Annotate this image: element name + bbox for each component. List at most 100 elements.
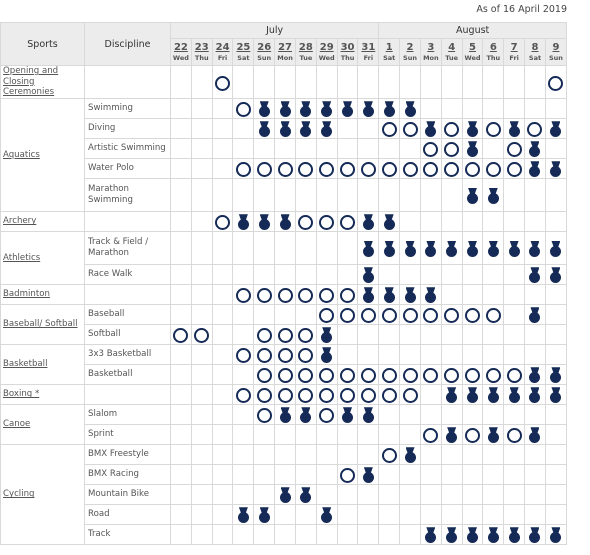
- sport-link-basketball[interactable]: Basketball: [0, 344, 85, 386]
- medal-icon: [508, 527, 521, 544]
- sport-link-athletics[interactable]: Athletics: [0, 231, 85, 286]
- day-header[interactable]: 2 Sun: [399, 38, 421, 66]
- day-header[interactable]: 23 Thu: [190, 38, 213, 66]
- day-number[interactable]: 6: [489, 41, 497, 53]
- day-header[interactable]: 26 Sun: [253, 38, 276, 66]
- day-header[interactable]: 31 Fri: [357, 38, 380, 66]
- day-cell: [399, 138, 421, 160]
- day-cell: [399, 158, 421, 180]
- discipline-label: [84, 64, 171, 100]
- day-cell: [378, 231, 401, 266]
- day-cell: [544, 344, 568, 366]
- day-cell: [461, 484, 484, 506]
- day-weekday: Fri: [509, 53, 519, 62]
- day-cell: [461, 231, 484, 266]
- competition-ring-icon: [319, 388, 335, 404]
- day-cell: [294, 118, 317, 140]
- day-header[interactable]: 25 Sat: [232, 38, 255, 66]
- medal-icon: [404, 447, 417, 464]
- day-header[interactable]: 5 Wed: [461, 38, 484, 66]
- day-cell: [253, 138, 276, 160]
- day-cell: [482, 364, 505, 386]
- day-header[interactable]: 8 Sat: [524, 38, 546, 66]
- day-header[interactable]: 7 Fri: [503, 38, 526, 66]
- day-cell: [274, 364, 296, 386]
- day-number[interactable]: 7: [510, 41, 518, 53]
- day-header[interactable]: 28 Tue: [294, 38, 317, 66]
- day-number[interactable]: 5: [469, 41, 476, 53]
- medal-icon: [424, 287, 437, 304]
- day-header[interactable]: 1 Sat: [378, 38, 401, 66]
- sport-link-baseball-softball[interactable]: Baseball/ Softball: [0, 304, 85, 346]
- medal-icon: [279, 407, 292, 424]
- schedule-row: Sprint: [1, 424, 568, 446]
- sport-link-aquatics[interactable]: Aquatics: [0, 98, 85, 213]
- day-number[interactable]: 27: [278, 41, 293, 53]
- day-cell: [190, 158, 213, 180]
- day-cell: [440, 464, 463, 486]
- day-header[interactable]: 6 Thu: [482, 38, 505, 66]
- day-cell: [232, 444, 255, 466]
- day-cell: [419, 138, 442, 160]
- day-header[interactable]: 22 Wed: [170, 38, 192, 66]
- day-number[interactable]: 9: [552, 41, 560, 53]
- day-number[interactable]: 25: [236, 41, 251, 53]
- day-cell: [544, 324, 568, 346]
- day-number[interactable]: 3: [427, 41, 435, 53]
- discipline-label: Slalom: [84, 404, 171, 426]
- day-cell: [211, 324, 234, 346]
- day-number[interactable]: 24: [215, 41, 230, 53]
- day-number[interactable]: 26: [257, 41, 272, 53]
- day-number[interactable]: 30: [340, 41, 355, 53]
- day-number[interactable]: 29: [319, 41, 334, 53]
- day-cell: [294, 364, 317, 386]
- day-number[interactable]: 8: [531, 41, 539, 53]
- day-number[interactable]: 2: [406, 41, 414, 53]
- sport-link-canoe[interactable]: Canoe: [0, 404, 85, 446]
- day-cell: [378, 404, 401, 426]
- day-cell: [357, 424, 380, 446]
- day-cell: [211, 304, 234, 326]
- competition-ring-icon: [340, 368, 356, 384]
- day-cell: [440, 364, 463, 386]
- day-header[interactable]: 29 Wed: [315, 38, 338, 66]
- day-cell: [232, 384, 255, 406]
- medal-icon: [320, 347, 333, 364]
- day-cell: [253, 424, 276, 446]
- day-number[interactable]: 31: [361, 41, 376, 53]
- day-number[interactable]: 22: [173, 41, 188, 53]
- day-number[interactable]: 1: [385, 41, 393, 53]
- medal-icon: [362, 214, 375, 231]
- sport-link-boxing[interactable]: Boxing *: [0, 384, 85, 406]
- day-cell: [503, 424, 526, 446]
- day-cell: [190, 484, 213, 506]
- sport-link-opening-and-closing-ceremonies[interactable]: Opening and Closing Ceremonies: [0, 64, 85, 100]
- day-cell: [461, 138, 484, 160]
- day-header[interactable]: 27 Mon: [274, 38, 296, 66]
- sport-link-badminton[interactable]: Badminton: [0, 284, 85, 306]
- competition-ring-icon: [340, 468, 356, 484]
- competition-ring-icon: [465, 162, 480, 178]
- discipline-label: Sprint: [84, 424, 171, 446]
- day-cell: [461, 211, 484, 233]
- sport-link-archery[interactable]: Archery: [0, 211, 85, 233]
- day-cell: [211, 98, 234, 120]
- day-header[interactable]: 30 Thu: [336, 38, 359, 66]
- day-cell: [503, 364, 526, 386]
- day-header[interactable]: 9 Sun: [544, 38, 568, 66]
- day-cell: [232, 211, 255, 233]
- day-cell: [399, 324, 421, 346]
- day-cell: [336, 364, 359, 386]
- day-header[interactable]: 4 Tue: [440, 38, 463, 66]
- medal-icon: [528, 161, 541, 178]
- day-header[interactable]: 24 Fri: [211, 38, 234, 66]
- day-number[interactable]: 23: [194, 41, 209, 53]
- day-header[interactable]: 3 Mon: [419, 38, 442, 66]
- day-number[interactable]: 28: [298, 41, 313, 53]
- sport-link-cycling[interactable]: Cycling: [0, 444, 85, 546]
- day-number[interactable]: 4: [448, 41, 456, 53]
- day-cell: [399, 118, 421, 140]
- medal-icon: [258, 507, 271, 524]
- day-cell: [378, 524, 401, 546]
- day-cell: [190, 364, 213, 386]
